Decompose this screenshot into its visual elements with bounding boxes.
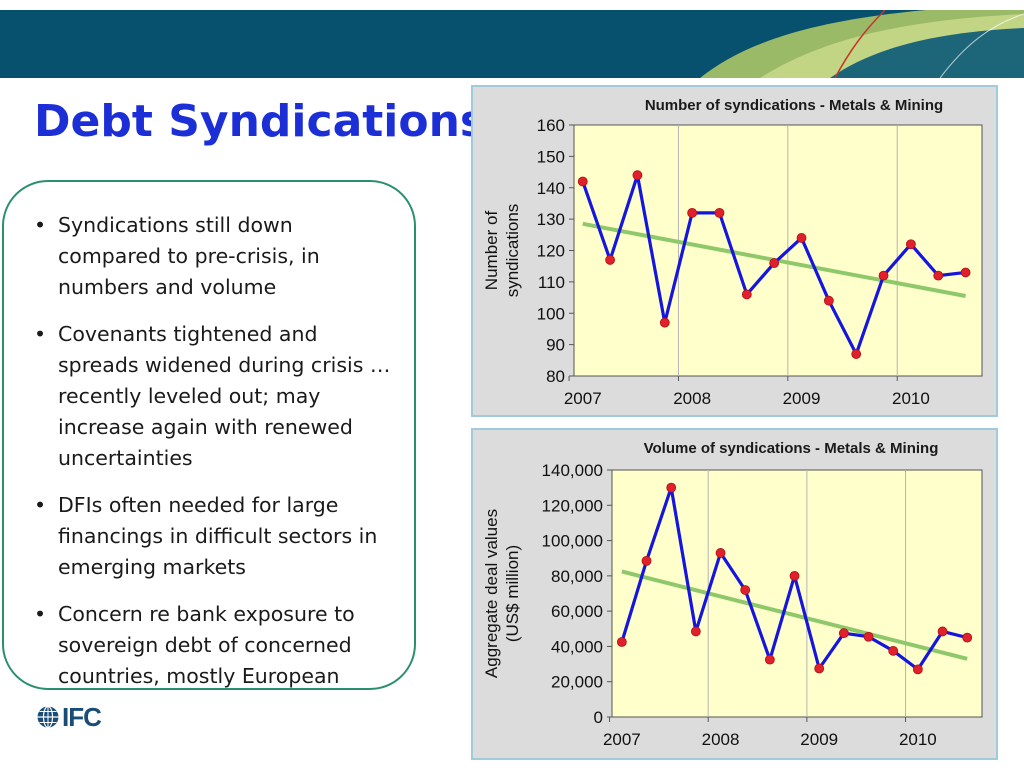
globe-icon (37, 705, 59, 729)
data-point (577, 176, 588, 187)
bullet-text-box: Syndications still down compared to pre-… (2, 180, 416, 690)
data-point (851, 349, 862, 359)
y-axis-label: syndications (503, 204, 522, 298)
data-point (714, 207, 725, 218)
y-tick-label: 130 (537, 210, 565, 229)
chart-title: Number of syndications - Metals & Mining (645, 97, 943, 114)
y-tick-label: 100,000 (542, 532, 603, 551)
data-point (690, 626, 701, 637)
y-tick-label: 0 (594, 708, 603, 727)
data-point (838, 628, 849, 639)
y-tick-label: 20,000 (551, 673, 603, 692)
banner-swoosh-graphic (700, 10, 1024, 78)
x-tick-label: 2010 (899, 730, 937, 749)
chart-svg: 0 20,000 40,000 60,000 80,000 100,000 120,000 1… (482, 440, 983, 749)
data-point (764, 654, 775, 665)
plot-area (611, 469, 983, 718)
chart-volume-of-syndications: 0 20,000 40,000 60,000 80,000 100,000 120,000 1… (471, 428, 998, 760)
header-banner (0, 10, 1024, 78)
ifc-logo: IFC (36, 701, 102, 732)
chart-title: Volume of syndications - Metals & Mining (644, 440, 939, 457)
data-point (962, 632, 973, 643)
data-point (863, 631, 874, 642)
data-point (906, 239, 916, 250)
y-tick-label: 140,000 (542, 461, 603, 480)
x-tick-label: 2010 (892, 389, 930, 408)
trendline (621, 569, 968, 661)
data-point (632, 170, 643, 181)
bullet-item: Syndications still down compared to pre-… (32, 210, 392, 303)
bullet-list: Syndications still down compared to pre-… (32, 210, 392, 708)
x-tick-label: 2009 (800, 730, 838, 749)
data-point (715, 548, 726, 558)
data-point (814, 663, 825, 674)
x-tick-label: 2007 (564, 389, 602, 408)
bullet-item: Covenants tightened and spreads widened … (32, 319, 392, 474)
chart-svg: 80 90 100 110 120 130 140 150 160 2007 2008 2009 201… (482, 97, 983, 408)
x-tick-label: 2008 (673, 389, 711, 408)
y-tick-label: 80,000 (551, 567, 603, 586)
data-point (937, 626, 948, 637)
data-point (960, 267, 971, 278)
data-point (888, 645, 899, 656)
y-axis-label: Number of (482, 211, 501, 291)
x-tick-label: 2008 (702, 730, 740, 749)
data-point (933, 270, 944, 281)
y-tick-label: 150 (537, 147, 565, 166)
data-point (616, 637, 627, 647)
bullet-item: Concern re bank exposure to sovereign de… (32, 599, 392, 692)
y-tick-label: 120 (537, 242, 565, 261)
page-title: Debt Syndications (34, 96, 487, 147)
data-point (687, 207, 698, 218)
logo-text: IFC (62, 701, 102, 732)
data-point (789, 570, 800, 581)
y-tick-label: 120,000 (542, 496, 603, 515)
plot-area (573, 124, 983, 377)
y-axis-label: (US$ million) (503, 545, 522, 642)
data-point (740, 585, 751, 595)
chart-number-of-syndications: 80 90 100 110 120 130 140 150 160 2007 2008 2009 201… (471, 85, 998, 417)
data-point (666, 482, 677, 493)
data-point (741, 289, 752, 300)
y-tick-label: 40,000 (551, 637, 603, 656)
y-tick-label: 110 (538, 273, 565, 292)
y-tick-label: 60,000 (551, 602, 603, 621)
x-tick-label: 2009 (783, 389, 821, 408)
data-point (796, 233, 807, 243)
data-point (912, 664, 923, 675)
y-axis-label: Aggregate deal values (482, 509, 501, 678)
data-point (659, 317, 670, 328)
y-tick-label: 140 (537, 179, 565, 198)
data-point (641, 555, 652, 566)
y-tick-label: 160 (537, 116, 565, 135)
data-point (769, 258, 780, 268)
y-tick-label: 90 (546, 336, 565, 355)
data-point (878, 270, 889, 281)
bullet-item: DFIs often needed for large financings i… (32, 490, 392, 583)
y-tick-label: 80 (546, 367, 565, 386)
y-tick-label: 100 (537, 304, 565, 323)
data-point (605, 255, 615, 265)
x-tick-label: 2007 (603, 730, 641, 749)
data-point (823, 295, 834, 306)
